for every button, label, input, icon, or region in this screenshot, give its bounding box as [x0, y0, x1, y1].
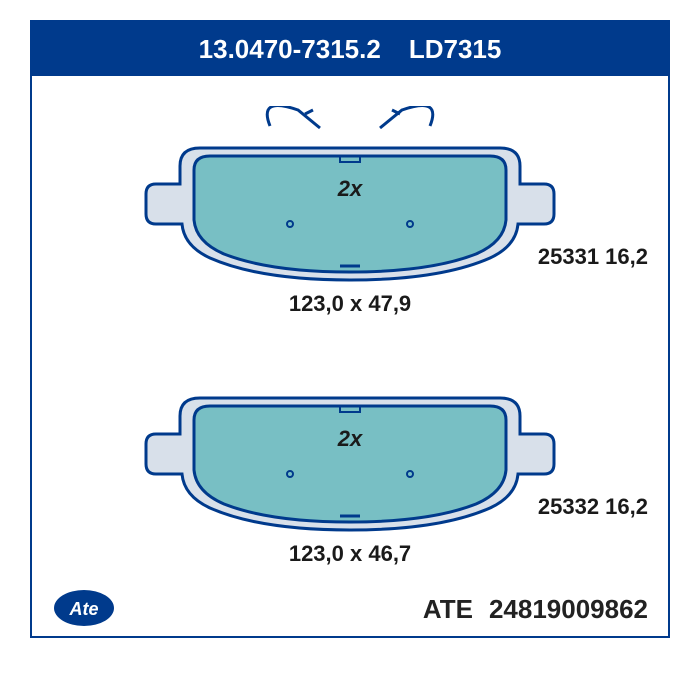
- part-code: LD7315: [409, 34, 502, 65]
- ate-logo-icon: Ate: [52, 588, 116, 628]
- pads-container: 2x 123,0 x 47,9 25331 16,2 2x 123,0 x 46…: [32, 76, 668, 576]
- pad-area: 2x 123,0 x 46,7 25332 16,2: [32, 326, 668, 576]
- side-code-label: 25331 16,2: [538, 244, 648, 270]
- side-code-label: 25332 16,2: [538, 494, 648, 520]
- svg-text:Ate: Ate: [68, 599, 98, 619]
- part-diagram: 13.0470-7315.2 LD7315 2x 123,0 x 47,9 25…: [30, 20, 670, 638]
- dimension-label: 123,0 x 47,9: [289, 291, 411, 317]
- quantity-label: 2x: [338, 176, 362, 202]
- quantity-label: 2x: [338, 426, 362, 452]
- pad-area: 2x 123,0 x 47,9 25331 16,2: [32, 76, 668, 326]
- footer-brand: ATE: [423, 594, 473, 625]
- header-band: 13.0470-7315.2 LD7315: [32, 22, 668, 76]
- footer-area: Ate ATE 24819009862: [32, 582, 668, 636]
- part-number: 13.0470-7315.2: [199, 34, 381, 65]
- footer-catalog-number: 24819009862: [489, 594, 648, 625]
- dimension-label: 123,0 x 46,7: [289, 541, 411, 567]
